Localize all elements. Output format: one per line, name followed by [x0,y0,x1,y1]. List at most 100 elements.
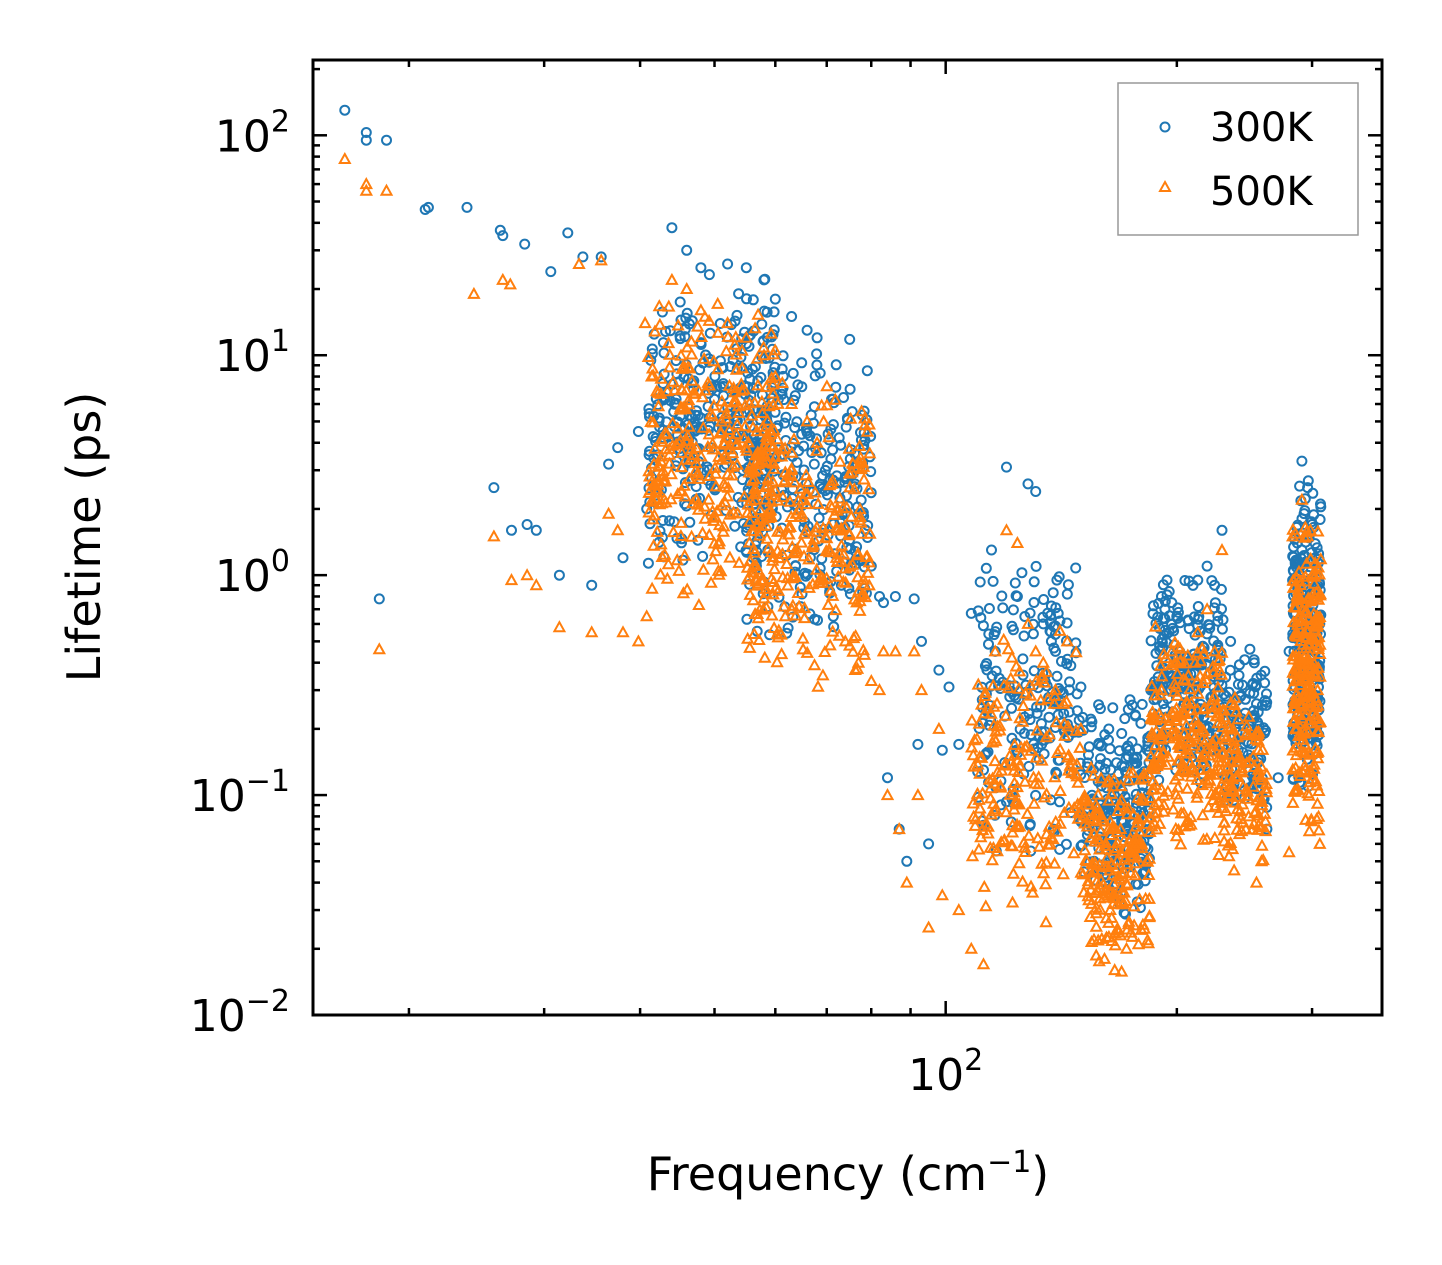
point-500k [789,506,803,519]
point-300k [521,519,533,530]
point-500k [1302,664,1317,677]
point-300k [838,392,849,403]
point-500k [706,510,720,523]
point-500k [819,530,833,543]
point-500k [702,427,716,440]
point-500k [1005,818,1020,831]
point-300k [373,593,385,605]
point-500k [772,623,786,636]
point-500k [770,543,785,556]
point-500k [1007,785,1021,798]
point-500k [1100,850,1114,863]
point-300k [725,319,737,331]
point-500k [770,655,784,668]
point-300k [1023,760,1035,772]
point-500k [850,548,865,561]
point-500k [750,351,764,364]
point-500k [694,303,708,316]
point-500k [1298,762,1312,775]
point-500k [732,555,746,568]
point-500k [1286,573,1300,586]
point-500k [655,496,669,509]
point-500k [1308,556,1322,569]
point-500k [711,563,726,576]
point-500k [1153,687,1167,700]
point-500k [680,340,694,353]
scatter-points [338,104,1328,977]
point-300k [1217,614,1229,626]
point-300k [908,593,920,605]
point-500k [822,430,836,443]
point-300k [1028,597,1040,608]
point-500k [981,819,995,832]
point-500k [737,382,751,395]
point-500k [1217,703,1231,716]
point-500k [863,446,877,459]
point-500k [1232,748,1246,761]
point-500k [735,383,749,396]
point-500k [1023,688,1038,701]
point-500k [854,404,869,417]
point-500k [822,519,836,532]
point-300k [1051,670,1063,682]
point-500k [775,449,789,462]
point-500k [844,509,858,522]
point-300k [1061,617,1073,629]
point-300k [756,318,768,330]
point-300k [844,333,856,345]
point-300k [660,326,672,337]
point-300k [747,294,759,306]
point-500k [706,552,720,565]
point-500k [1298,520,1312,533]
point-500k [1061,763,1076,776]
point-500k [640,609,654,622]
point-500k [1093,902,1107,915]
point-500k [820,379,834,392]
point-500k [997,678,1011,691]
point-300k [736,333,748,345]
point-500k [631,634,646,647]
point-500k [1067,846,1081,859]
point-500k [660,427,674,440]
plot-area-frame [311,58,1384,1017]
point-500k [997,632,1011,645]
point-500k [1084,934,1099,947]
point-300k [1232,678,1244,690]
point-500k [872,683,887,696]
point-500k [716,524,730,537]
point-500k [993,718,1007,731]
point-500k [729,362,744,375]
point-500k [1003,787,1017,800]
point-300k [1054,796,1065,808]
point-500k [778,441,792,454]
point-500k [1310,811,1324,824]
point-500k [1070,769,1084,782]
point-300k [1153,597,1165,609]
point-500k [967,759,981,772]
point-500k [1227,784,1241,797]
point-500k [1023,678,1037,691]
point-500k [694,449,708,462]
point-300k [791,416,803,428]
point-300k [1183,575,1195,587]
point-500k [888,644,903,657]
point-300k [360,134,372,146]
point-500k [1169,701,1184,714]
point-500k [1103,902,1117,915]
point-300k [1314,514,1326,525]
point-500k [1305,632,1319,645]
point-500k [682,471,696,484]
point-300k [1163,586,1175,597]
point-500k [1058,728,1072,741]
point-500k [654,537,668,550]
point-500k [697,499,712,512]
point-300k [740,262,752,274]
point-300k [1119,713,1131,725]
point-500k [965,713,979,726]
point-300k [643,408,655,419]
point-500k [1282,845,1296,858]
point-500k [717,476,731,489]
point-500k [1128,839,1142,852]
point-300k [595,251,607,263]
point-500k [689,455,703,468]
